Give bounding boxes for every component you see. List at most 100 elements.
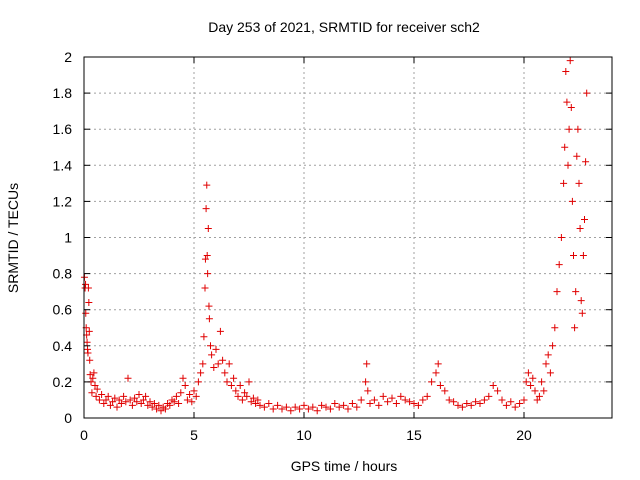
y-tick-label: 1.2 xyxy=(53,193,73,209)
data-point xyxy=(207,342,214,350)
data-point xyxy=(476,400,484,408)
data-point xyxy=(106,401,114,409)
data-point xyxy=(269,405,277,413)
x-tick-label: 10 xyxy=(296,427,312,443)
data-point xyxy=(567,104,575,112)
data-point xyxy=(122,398,130,406)
data-point xyxy=(200,333,208,341)
data-point xyxy=(249,394,257,402)
y-tick-label: 0.6 xyxy=(53,302,73,318)
data-point xyxy=(188,398,196,406)
data-point xyxy=(93,385,101,393)
data-point xyxy=(84,349,92,357)
data-point xyxy=(454,401,462,409)
data-point xyxy=(467,401,475,409)
data-point xyxy=(190,387,198,395)
y-tick-label: 0.2 xyxy=(53,374,73,390)
data-point xyxy=(210,363,218,371)
data-points xyxy=(80,57,591,415)
data-point xyxy=(379,392,387,400)
data-point xyxy=(363,360,371,368)
data-point xyxy=(194,378,202,386)
data-point xyxy=(172,392,180,400)
data-point xyxy=(85,298,93,306)
data-point xyxy=(144,401,152,409)
data-point xyxy=(202,205,210,213)
data-point xyxy=(309,403,317,411)
data-point xyxy=(238,396,246,404)
data-point xyxy=(533,396,541,404)
data-point xyxy=(353,403,361,411)
data-point xyxy=(109,398,117,406)
data-point xyxy=(243,392,251,400)
data-point xyxy=(88,389,96,397)
data-point xyxy=(522,378,530,386)
data-point xyxy=(111,394,119,402)
y-tick-label: 1 xyxy=(64,230,72,246)
data-point xyxy=(579,252,587,260)
data-point xyxy=(113,403,121,411)
y-axis: 0 0.2 0.4 0.6 0.8 1 1.2 1.4 1.6 1.8 2 xyxy=(53,49,612,426)
data-point xyxy=(463,400,471,408)
plot-frame xyxy=(83,56,613,419)
data-point xyxy=(161,405,169,413)
data-point xyxy=(322,403,330,411)
data-point xyxy=(555,261,563,269)
data-point xyxy=(90,369,98,377)
data-point xyxy=(126,396,134,404)
data-point xyxy=(212,345,220,353)
data-point xyxy=(186,391,194,399)
data-point xyxy=(304,405,312,413)
data-point xyxy=(571,324,579,332)
data-point xyxy=(128,401,136,409)
data-point xyxy=(582,158,590,166)
data-point xyxy=(183,396,191,404)
data-point xyxy=(95,396,103,404)
data-point xyxy=(227,382,235,390)
data-point xyxy=(247,398,255,406)
data-point xyxy=(581,215,588,223)
data-point xyxy=(82,309,90,317)
x-tick-label: 15 xyxy=(406,427,422,443)
x-tick-label: 20 xyxy=(516,427,532,443)
data-point xyxy=(436,382,444,390)
data-point xyxy=(157,407,165,415)
data-point xyxy=(562,67,570,75)
data-point xyxy=(527,382,535,390)
data-point xyxy=(201,284,209,292)
data-point xyxy=(83,338,91,346)
data-point xyxy=(561,143,569,151)
data-point xyxy=(366,400,374,408)
y-tick-label: 0.4 xyxy=(53,338,73,354)
data-point xyxy=(566,57,574,65)
x-axis-label: GPS time / hours xyxy=(291,458,398,474)
data-point xyxy=(574,125,582,133)
data-point xyxy=(472,398,480,406)
data-point xyxy=(540,387,548,395)
data-point xyxy=(434,360,442,368)
y-axis-label: SRMTID / TECUs xyxy=(5,183,21,293)
data-point xyxy=(331,400,339,408)
data-point xyxy=(205,302,213,310)
data-point xyxy=(344,405,352,413)
data-point xyxy=(221,369,229,377)
data-point xyxy=(150,400,158,408)
data-point xyxy=(89,374,97,382)
data-point xyxy=(489,382,497,390)
data-point xyxy=(166,401,174,409)
data-point xyxy=(549,342,557,350)
data-point xyxy=(84,284,92,292)
data-point xyxy=(529,374,537,382)
y-tick-label: 2 xyxy=(64,49,72,65)
data-point xyxy=(410,400,418,408)
data-point xyxy=(388,394,396,402)
data-point xyxy=(197,369,205,377)
y-tick-label: 1.6 xyxy=(53,121,73,137)
data-point xyxy=(524,369,532,377)
data-point xyxy=(494,387,502,395)
data-point xyxy=(133,398,141,406)
data-point xyxy=(241,389,249,397)
data-point xyxy=(86,371,94,379)
data-point xyxy=(223,378,231,386)
data-point xyxy=(278,405,286,413)
